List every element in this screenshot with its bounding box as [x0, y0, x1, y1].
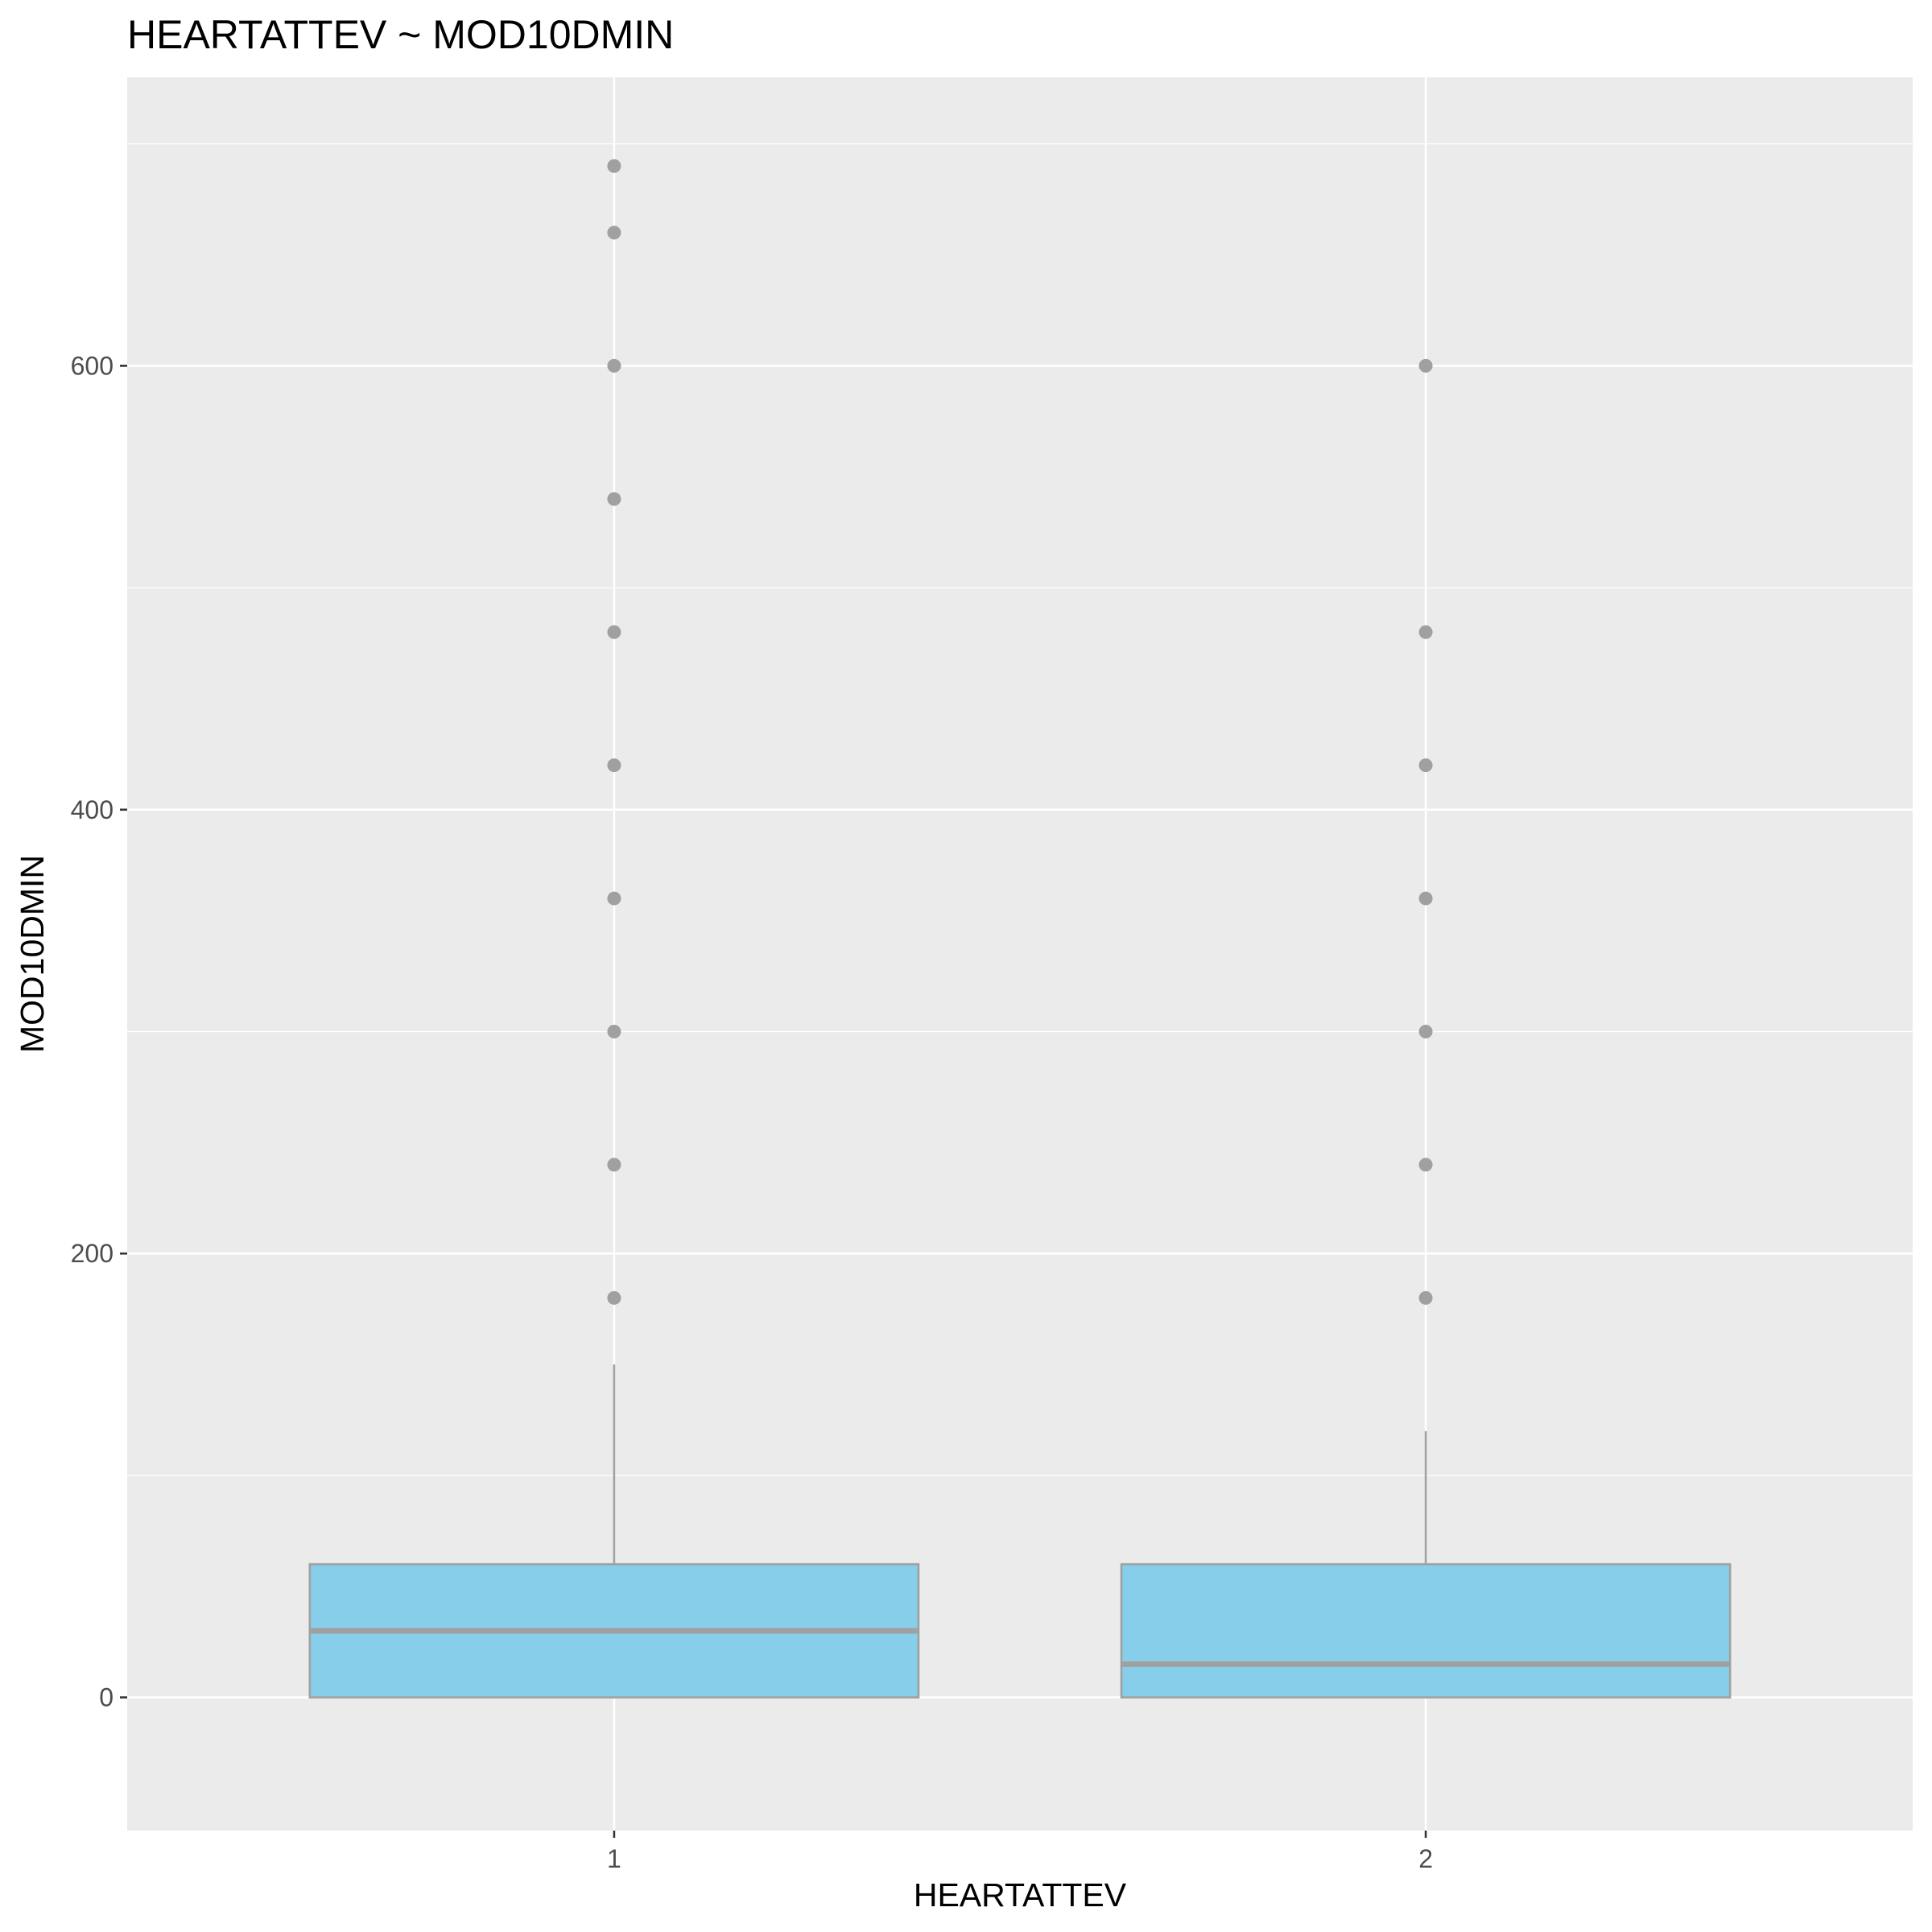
outlier-point: [1418, 1158, 1433, 1172]
outlier-point: [607, 625, 621, 639]
y-tick-label: 200: [71, 1239, 114, 1268]
box: [1120, 1563, 1732, 1699]
outlier-point: [607, 1024, 621, 1038]
boxes-layer: [308, 159, 1732, 1699]
y-tick-label: 0: [99, 1683, 114, 1712]
x-axis-title: HEARTATTEV: [914, 1876, 1127, 1913]
outlier-point: [1418, 891, 1433, 906]
outlier-point: [607, 358, 621, 373]
x-tick-label: 1: [607, 1844, 621, 1873]
plot-panel: [127, 77, 1913, 1831]
outlier-point: [1418, 625, 1433, 639]
outlier-point: [1418, 358, 1433, 373]
box-group-2: [1120, 358, 1732, 1699]
x-tick-label: 2: [1418, 1844, 1433, 1873]
minor-gridlines: [127, 143, 1913, 1476]
outlier-point: [607, 492, 621, 506]
y-axis: 0 200 400 600: [71, 351, 127, 1712]
outlier-point: [607, 159, 621, 173]
outlier-point: [607, 891, 621, 906]
y-axis-title: MOD10DMIN: [14, 855, 51, 1053]
y-tick-label: 400: [71, 795, 114, 824]
outlier-point: [607, 758, 621, 773]
y-tick-label: 600: [71, 351, 114, 380]
chart-title: HEARTATTEV ~ MOD10DMIN: [127, 12, 674, 57]
outlier-point: [1418, 1290, 1433, 1305]
outlier-point: [1418, 758, 1433, 773]
outlier-point: [607, 1158, 621, 1172]
outlier-point: [607, 1290, 621, 1305]
outlier-point: [1418, 1024, 1433, 1038]
box-group-1: [308, 159, 920, 1699]
outlier-point: [607, 225, 621, 240]
